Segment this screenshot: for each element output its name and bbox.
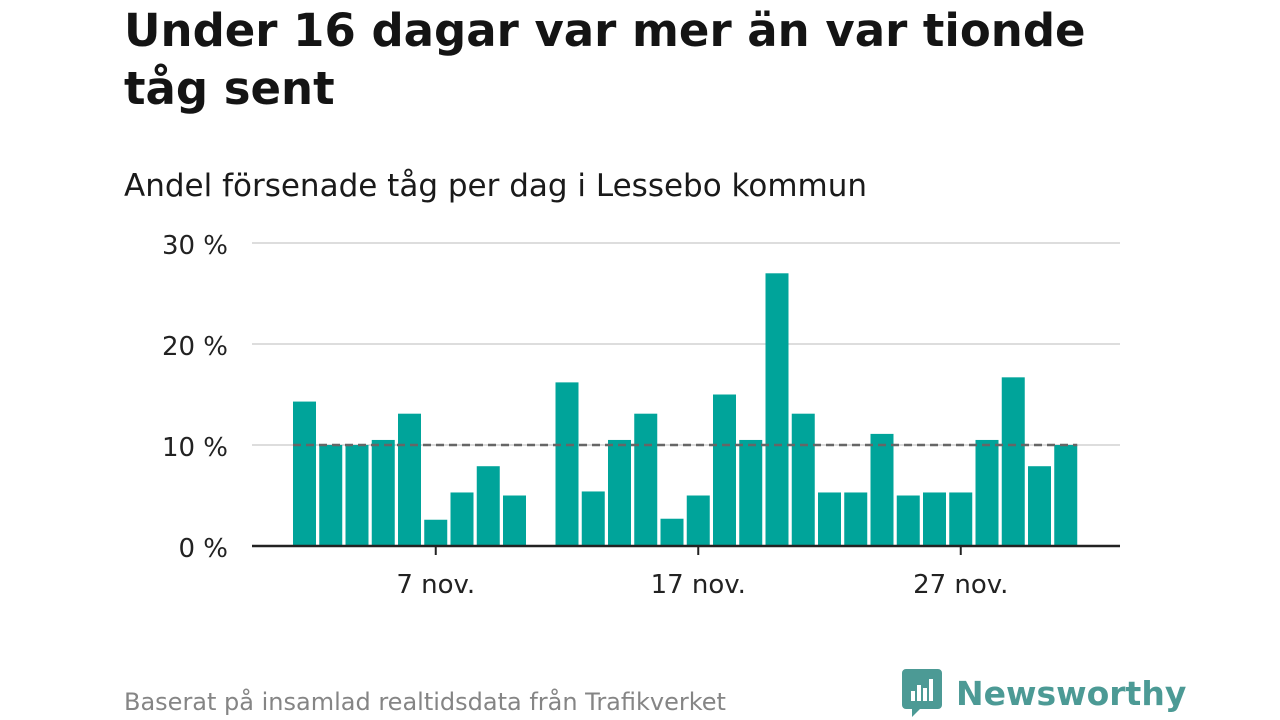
bar [345,445,369,546]
bar [450,492,474,546]
bar [581,491,605,546]
bar [424,519,448,546]
y-tick-label: 0 % [178,534,228,564]
newsworthy-logo-icon [902,669,942,717]
x-tick-label: 17 nov. [651,570,746,600]
bar [713,394,736,546]
bar [503,495,526,546]
chart-title: Under 16 dagar var mer än var tionde tåg… [124,4,1086,115]
x-axis [252,544,1120,555]
bar [634,413,658,546]
bar [476,466,500,546]
source-note: Baserat på insamlad realtidsdata från Tr… [124,688,726,716]
bar [293,401,316,546]
brand-name: Newsworthy [956,673,1187,713]
y-tick-label: 30 % [162,231,228,261]
bars [293,273,1078,546]
y-axis-labels: 0 % 10 % 20 % 30 % [162,231,228,564]
bar [1054,445,1078,546]
y-tick-label: 20 % [162,332,228,362]
x-tick-label: 27 nov. [913,570,1008,600]
chart-subtitle: Andel försenade tåg per dag i Lessebo ko… [124,168,868,204]
bar-chart: 0 % 10 % 20 % 30 % 7 nov. 17 nov. 27 nov. [162,231,1120,600]
y-tick-label: 10 % [162,433,228,463]
bar [949,492,973,546]
brand-logo[interactable]: Newsworthy [902,668,1186,718]
bar [923,492,946,546]
bar [818,492,841,546]
bar [1028,466,1051,546]
bar [398,413,421,546]
bar [765,273,789,546]
x-axis-labels: 7 nov. 17 nov. 27 nov. [396,570,1008,600]
bar [975,439,999,546]
bar [844,492,868,546]
bar [870,433,894,546]
bar [660,518,684,546]
bar [1001,377,1025,546]
bar [371,439,395,546]
bar [686,495,710,546]
x-tick-label: 7 nov. [396,570,475,600]
gridlines [252,242,1120,446]
bar [555,382,579,546]
bar [896,495,920,546]
bar [319,445,343,546]
bar [608,439,631,546]
bar [791,413,815,546]
bar [739,439,763,546]
